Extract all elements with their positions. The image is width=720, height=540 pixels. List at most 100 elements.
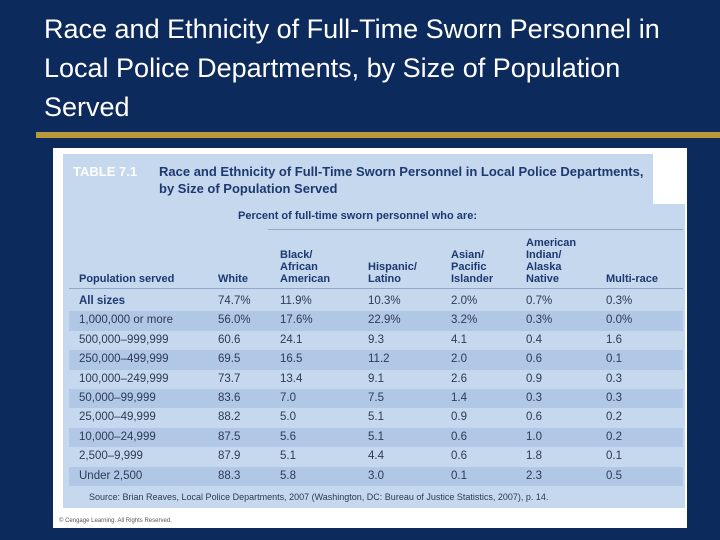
table-cell: 3.0 bbox=[368, 469, 384, 482]
source-note: Source: Brian Reaves, Local Police Depar… bbox=[63, 486, 685, 508]
table-row: 2,500–9,999 87.9 5.1 4.4 0.6 1.8 0.1 bbox=[69, 447, 683, 466]
table-cell: 73.7 bbox=[218, 372, 241, 385]
table-cell: 4.4 bbox=[368, 450, 384, 463]
table-cell: 0.1 bbox=[606, 353, 622, 366]
row-label: 100,000–249,999 bbox=[79, 372, 169, 385]
table-cell: 7.0 bbox=[280, 392, 296, 404]
table-cell: 1.6 bbox=[606, 333, 622, 346]
table-cell: 0.4 bbox=[526, 333, 542, 346]
column-header-black: Black/ African American bbox=[280, 249, 331, 285]
table-cell: 1.4 bbox=[451, 392, 467, 404]
table-cell: 1.0 bbox=[526, 430, 542, 443]
table-cell: 0.6 bbox=[526, 411, 542, 424]
spanning-header: Percent of full-time sworn personnel who… bbox=[238, 210, 477, 222]
column-header-american-indian: American Indian/ Alaska Native bbox=[526, 237, 577, 285]
table-cell: 10.3% bbox=[368, 295, 401, 307]
column-header-asian: Asian/ Pacific Islander bbox=[451, 249, 494, 285]
table-cell: 60.6 bbox=[218, 333, 241, 346]
table-cell: 0.9 bbox=[526, 372, 542, 385]
table-cell: 11.9% bbox=[280, 295, 312, 307]
table-cell: 83.6 bbox=[218, 392, 241, 404]
table-cell: 0.7% bbox=[526, 295, 553, 307]
copyright-note: © Cengage Learning. All Rights Reserved. bbox=[59, 518, 172, 524]
table-cell: 1.8 bbox=[526, 450, 542, 463]
table-cell: 0.6 bbox=[526, 353, 542, 366]
table-label: TABLE 7.1 bbox=[73, 164, 138, 179]
table-cell: 5.1 bbox=[280, 450, 296, 463]
table-cell: 16.5 bbox=[280, 353, 303, 366]
table-cell: 0.1 bbox=[606, 450, 622, 463]
table-figure: TABLE 7.1 Race and Ethnicity of Full-Tim… bbox=[53, 148, 687, 528]
slide-title: Race and Ethnicity of Full-Time Sworn Pe… bbox=[44, 14, 660, 122]
table-cell: 5.8 bbox=[280, 469, 296, 482]
table-cell: 0.3 bbox=[526, 392, 542, 404]
table-row: 250,000–499,999 69.5 16.5 11.2 2.0 0.6 0.1 bbox=[69, 350, 683, 370]
table-row: 1,000,000 or more 56.0% 17.6% 22.9% 3.2% 0.3%… bbox=[69, 311, 683, 331]
table-cell: 0.3 bbox=[606, 392, 622, 404]
table-cell: 5.1 bbox=[368, 411, 384, 424]
row-label: 50,000–99,999 bbox=[79, 392, 156, 404]
table-cell: 9.1 bbox=[368, 372, 384, 385]
table-cell: 0.5 bbox=[606, 469, 622, 482]
column-header-white: White bbox=[218, 273, 248, 285]
column-header-multi-race: Multi-race bbox=[606, 273, 658, 285]
table-cell: 0.0% bbox=[606, 314, 633, 327]
row-label: 25,000–49,999 bbox=[79, 411, 156, 424]
table-cell: 5.6 bbox=[280, 430, 296, 443]
table-cell: 2.3 bbox=[526, 469, 542, 482]
table-row: 100,000–249,999 73.7 13.4 9.1 2.6 0.9 0.3 bbox=[69, 370, 683, 389]
table-row: Under 2,500 88.3 5.8 3.0 0.1 2.3 0.5 bbox=[69, 466, 683, 486]
table-cell: 0.9 bbox=[451, 411, 467, 424]
column-header-hispanic: Hispanic/ Latino bbox=[368, 261, 417, 285]
table-row: 25,000–49,999 88.2 5.0 5.1 0.9 0.6 0.2 bbox=[69, 408, 683, 427]
table-cell: 87.9 bbox=[218, 450, 241, 463]
row-label: 2,500–9,999 bbox=[79, 450, 143, 463]
source-text: Source: Brian Reaves, Local Police Depar… bbox=[89, 492, 549, 502]
table-cell: 13.4 bbox=[280, 372, 303, 385]
row-label: 1,000,000 or more bbox=[79, 314, 173, 327]
table-cell: 88.3 bbox=[218, 469, 241, 482]
row-label: All sizes bbox=[79, 295, 126, 307]
table-cell: 7.5 bbox=[368, 392, 384, 404]
column-header-population: Population served bbox=[79, 273, 175, 285]
table-cell: 0.2 bbox=[606, 430, 622, 443]
row-label: 250,000–499,999 bbox=[79, 353, 169, 366]
table-cell: 74.7% bbox=[218, 295, 251, 307]
table-cell: 88.2 bbox=[218, 411, 241, 424]
table-cell: 87.5 bbox=[218, 430, 241, 443]
row-label: 500,000–999,999 bbox=[79, 333, 169, 346]
table-row: 50,000–99,999 83.6 7.0 7.5 1.4 0.3 0.3 bbox=[69, 389, 683, 409]
table-cell: 0.1 bbox=[451, 469, 467, 482]
table-header-band: TABLE 7.1 Race and Ethnicity of Full-Tim… bbox=[63, 154, 653, 204]
table-cell: 0.6 bbox=[451, 450, 467, 463]
table-cell: 4.1 bbox=[451, 333, 467, 346]
table-cell: 24.1 bbox=[280, 333, 303, 346]
table-cell: 0.3% bbox=[606, 295, 633, 307]
title-divider bbox=[36, 132, 720, 138]
table-cell: 5.0 bbox=[280, 411, 296, 424]
table-caption: Race and Ethnicity of Full-Time Sworn Pe… bbox=[159, 164, 644, 196]
table-cell: 5.1 bbox=[368, 430, 384, 443]
row-label: Under 2,500 bbox=[79, 469, 143, 482]
table-cell: 17.6% bbox=[280, 314, 313, 327]
table-cell: 69.5 bbox=[218, 353, 241, 366]
table-cell: 56.0% bbox=[218, 314, 251, 327]
table-cell: 2.0 bbox=[451, 353, 467, 366]
table-cell: 9.3 bbox=[368, 333, 384, 346]
table-cell: 22.9% bbox=[368, 314, 401, 327]
table-cell: 0.6 bbox=[451, 430, 467, 443]
table-cell: 0.3 bbox=[606, 372, 622, 385]
table-cell: 0.2 bbox=[606, 411, 622, 424]
row-label: 10,000–24,999 bbox=[79, 430, 156, 443]
table-row: 10,000–24,999 87.5 5.6 5.1 0.6 1.0 0.2 bbox=[69, 427, 683, 448]
data-table: Percent of full-time sworn personnel who… bbox=[63, 204, 685, 504]
table-row: All sizes 74.7% 11.9% 10.3% 2.0% 0.7% 0.3% bbox=[69, 292, 683, 311]
table-row: 500,000–999,999 60.6 24.1 9.3 4.1 0.4 1.6 bbox=[69, 331, 683, 350]
table-cell: 0.3% bbox=[526, 314, 553, 327]
header-rule bbox=[69, 288, 683, 289]
table-cell: 3.2% bbox=[451, 314, 478, 327]
spanning-header-rule bbox=[268, 229, 683, 230]
table-cell: 2.6 bbox=[451, 372, 467, 385]
table-cell: 11.2 bbox=[368, 353, 390, 366]
table-cell: 2.0% bbox=[451, 295, 478, 307]
